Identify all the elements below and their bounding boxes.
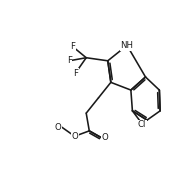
Text: F: F	[71, 42, 76, 51]
Text: O: O	[55, 122, 62, 131]
Text: F: F	[67, 56, 72, 65]
Text: NH: NH	[120, 41, 134, 50]
Text: Cl: Cl	[137, 120, 146, 129]
Text: O: O	[102, 133, 108, 142]
Text: O: O	[71, 132, 78, 141]
Text: F: F	[73, 69, 78, 78]
